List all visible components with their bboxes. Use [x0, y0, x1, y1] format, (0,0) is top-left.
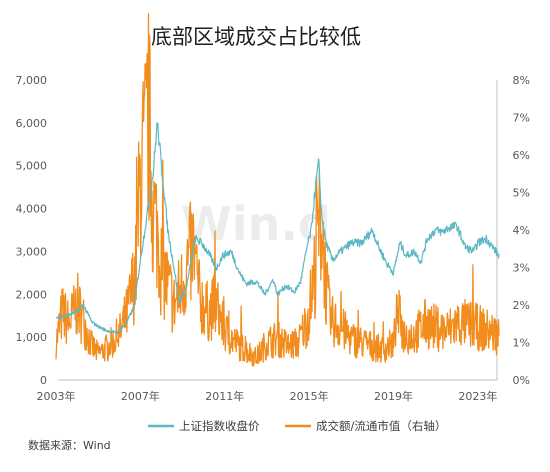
left-tick-label: 4,000 — [16, 203, 48, 216]
x-tick-label: 2023年 — [458, 389, 497, 403]
left-tick-label: 1,000 — [16, 331, 48, 344]
left-tick-label: 6,000 — [16, 117, 48, 130]
source-note: 数据来源：Wind — [28, 438, 111, 452]
legend-label: 成交额/流通市值（右轴） — [316, 419, 446, 433]
x-tick-label: 2019年 — [374, 389, 413, 403]
right-tick-label: 5% — [513, 187, 530, 200]
left-tick-label: 3,000 — [16, 245, 48, 258]
series-line — [55, 12, 500, 367]
left-tick-label: 0 — [40, 374, 47, 387]
x-tick-label: 2003年 — [37, 389, 76, 403]
left-axis: 0 1,000 2,000 3,000 4,000 5,000 6,000 7,000 — [16, 74, 48, 387]
right-tick-label: 1% — [513, 337, 530, 350]
left-tick-label: 2,000 — [16, 288, 48, 301]
right-tick-label: 4% — [513, 224, 530, 237]
right-tick-label: 0% — [513, 374, 530, 387]
series-line — [55, 122, 500, 335]
right-axis: 0% 1% 2% 3% 4% 5% 6% 7% 8% — [513, 74, 530, 387]
left-tick-label: 7,000 — [16, 74, 48, 87]
right-tick-label: 8% — [513, 74, 530, 87]
right-tick-label: 3% — [513, 262, 530, 275]
right-tick-label: 7% — [513, 112, 530, 125]
watermark: Win.d — [181, 197, 331, 251]
right-tick-label: 2% — [513, 299, 530, 312]
x-axis: 2003年 2007年 2011年 2015年 2019年 2023年 — [37, 389, 498, 403]
x-tick-label: 2015年 — [290, 389, 329, 403]
left-tick-label: 5,000 — [16, 160, 48, 173]
x-tick-label: 2011年 — [205, 389, 244, 403]
legend-label: 上证指数收盘价 — [179, 419, 260, 433]
series-layer — [55, 12, 500, 367]
right-tick-label: 6% — [513, 149, 530, 162]
legend: 上证指数收盘价 成交额/流通市值（右轴） — [148, 419, 446, 433]
x-tick-label: 2007年 — [121, 389, 160, 403]
chart-title: 底部区域成交占比较低 — [151, 25, 361, 49]
